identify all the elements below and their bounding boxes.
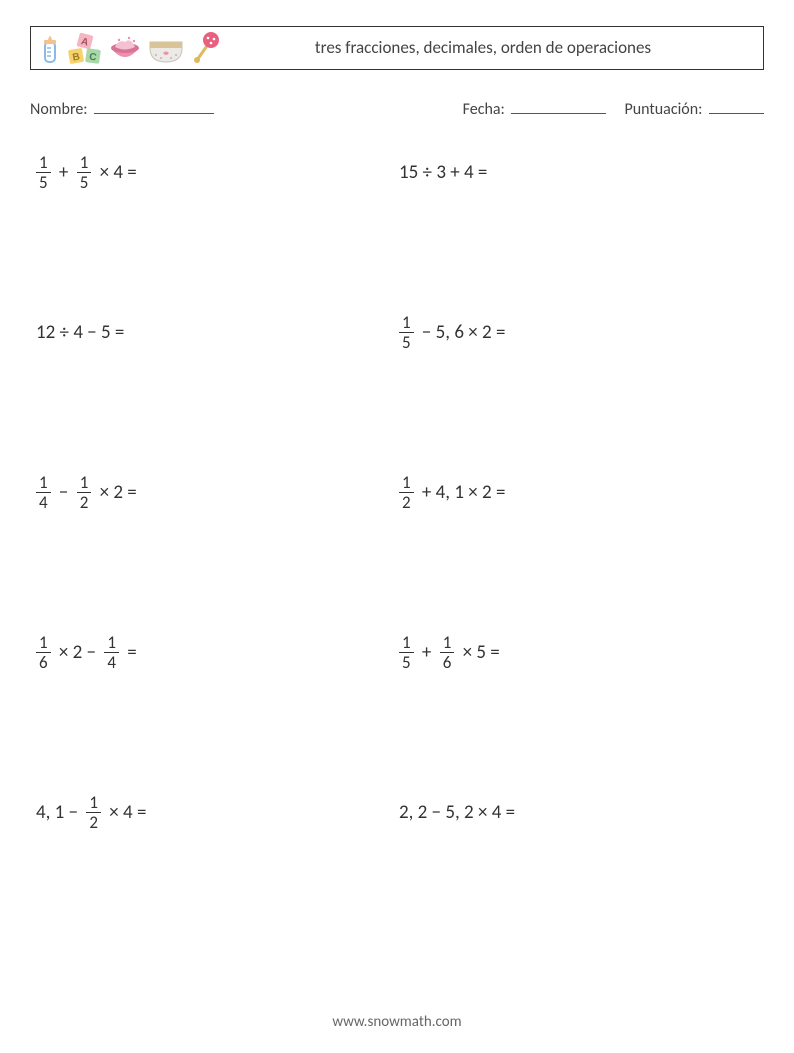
text-token: × 5 = [456, 641, 501, 664]
fraction-numerator: 1 [77, 473, 92, 492]
problem-row: 16 × 2 − 14 =15 + 16 × 5 = [30, 629, 764, 675]
fraction-denominator: 4 [36, 493, 51, 512]
text-token: 4, 1 − [34, 801, 84, 824]
name-blank [94, 98, 214, 114]
worksheet-page: A B C [0, 0, 794, 1053]
fraction-numerator: 1 [36, 473, 51, 492]
text-token: × 2 − [53, 641, 103, 664]
fraction: 15 [399, 633, 414, 672]
text-token: × 4 = [103, 801, 148, 824]
fraction-numerator: 1 [399, 313, 414, 332]
fraction: 12 [399, 473, 414, 512]
fraction-denominator: 6 [36, 653, 51, 672]
fraction-denominator: 5 [77, 173, 92, 192]
fraction: 16 [440, 633, 455, 672]
problem-cell: 14 − 12 × 2 = [30, 469, 397, 515]
problem-cell: 12 ÷ 4 − 5 = [30, 309, 397, 355]
date-blank [511, 98, 606, 114]
fraction-denominator: 2 [399, 493, 414, 512]
problem-cell: 15 + 15 × 4 = [30, 149, 397, 195]
problem-cell: 15 + 16 × 5 = [397, 629, 764, 675]
fraction: 16 [36, 633, 51, 672]
baby-bottle-icon [37, 30, 63, 66]
problem-row: 12 ÷ 4 − 5 = 15 − 5, 6 × 2 = [30, 309, 764, 355]
problem-row: 15 + 15 × 4 =15 ÷ 3 + 4 = [30, 149, 764, 195]
worksheet-title: tres fracciones, decimales, orden de ope… [315, 38, 651, 58]
fraction: 15 [36, 153, 51, 192]
text-token: 15 ÷ 3 + 4 = [397, 161, 489, 184]
problems-grid: 15 + 15 × 4 =15 ÷ 3 + 4 =12 ÷ 4 − 5 =15 … [30, 149, 764, 835]
title-wrap: tres fracciones, decimales, orden de ope… [219, 38, 757, 58]
fraction-denominator: 5 [36, 173, 51, 192]
food-bowl-icon [107, 34, 143, 66]
text-token: = [121, 641, 139, 664]
fraction: 15 [77, 153, 92, 192]
fraction: 12 [77, 473, 92, 512]
fraction: 14 [104, 633, 119, 672]
fraction-numerator: 1 [104, 633, 119, 652]
fraction-denominator: 2 [77, 493, 92, 512]
fraction: 15 [399, 313, 414, 352]
problem-cell: 16 × 2 − 14 = [30, 629, 397, 675]
text-token: − [53, 481, 75, 504]
date-field: Fecha: [463, 98, 607, 119]
name-label: Nombre: [30, 100, 88, 119]
info-row: Nombre: Fecha: Puntuación: [30, 98, 764, 119]
fraction-numerator: 1 [77, 153, 92, 172]
problem-cell: 15 − 5, 6 × 2 = [397, 309, 764, 355]
text-token: + [416, 641, 438, 664]
header-box: A B C [30, 26, 764, 70]
text-token: 2, 2 − 5, 2 × 4 = [397, 801, 517, 824]
fraction-denominator: 6 [440, 653, 455, 672]
text-token: + [53, 161, 75, 184]
fraction: 12 [86, 793, 101, 832]
fraction-denominator: 2 [86, 813, 101, 832]
score-label: Puntuación: [624, 100, 702, 119]
fraction-numerator: 1 [86, 793, 101, 812]
svg-text:C: C [88, 52, 97, 64]
fraction-numerator: 1 [399, 473, 414, 492]
score-field: Puntuación: [624, 98, 764, 119]
text-token: × 2 = [93, 481, 138, 504]
text-token: − 5, 6 × 2 = [416, 321, 508, 344]
text-token: × 4 = [93, 161, 138, 184]
fraction-numerator: 1 [36, 153, 51, 172]
footer: www.snowmath.com [0, 1013, 794, 1031]
text-token: + 4, 1 × 2 = [416, 481, 508, 504]
text-token: 12 ÷ 4 − 5 = [34, 321, 126, 344]
info-right: Fecha: Puntuación: [463, 98, 764, 119]
problem-row: 14 − 12 × 2 =12 + 4, 1 × 2 = [30, 469, 764, 515]
diaper-icon [147, 36, 185, 66]
problem-cell: 12 + 4, 1 × 2 = [397, 469, 764, 515]
footer-text: www.snowmath.com [332, 1013, 461, 1031]
rattle-icon [189, 30, 219, 66]
problem-row: 4, 1 − 12 × 4 =2, 2 − 5, 2 × 4 = [30, 789, 764, 835]
problem-cell: 4, 1 − 12 × 4 = [30, 789, 397, 835]
score-blank [709, 98, 764, 114]
abc-blocks-icon: A B C [67, 32, 103, 66]
fraction: 14 [36, 473, 51, 512]
fraction-numerator: 1 [440, 633, 455, 652]
problem-cell: 2, 2 − 5, 2 × 4 = [397, 789, 764, 835]
header-icons: A B C [37, 30, 219, 66]
fraction-denominator: 5 [399, 653, 414, 672]
fraction-denominator: 4 [104, 653, 119, 672]
fraction-denominator: 5 [399, 333, 414, 352]
fraction-numerator: 1 [399, 633, 414, 652]
name-field: Nombre: [30, 98, 214, 119]
problem-cell: 15 ÷ 3 + 4 = [397, 149, 764, 195]
date-label: Fecha: [463, 100, 505, 119]
fraction-numerator: 1 [36, 633, 51, 652]
